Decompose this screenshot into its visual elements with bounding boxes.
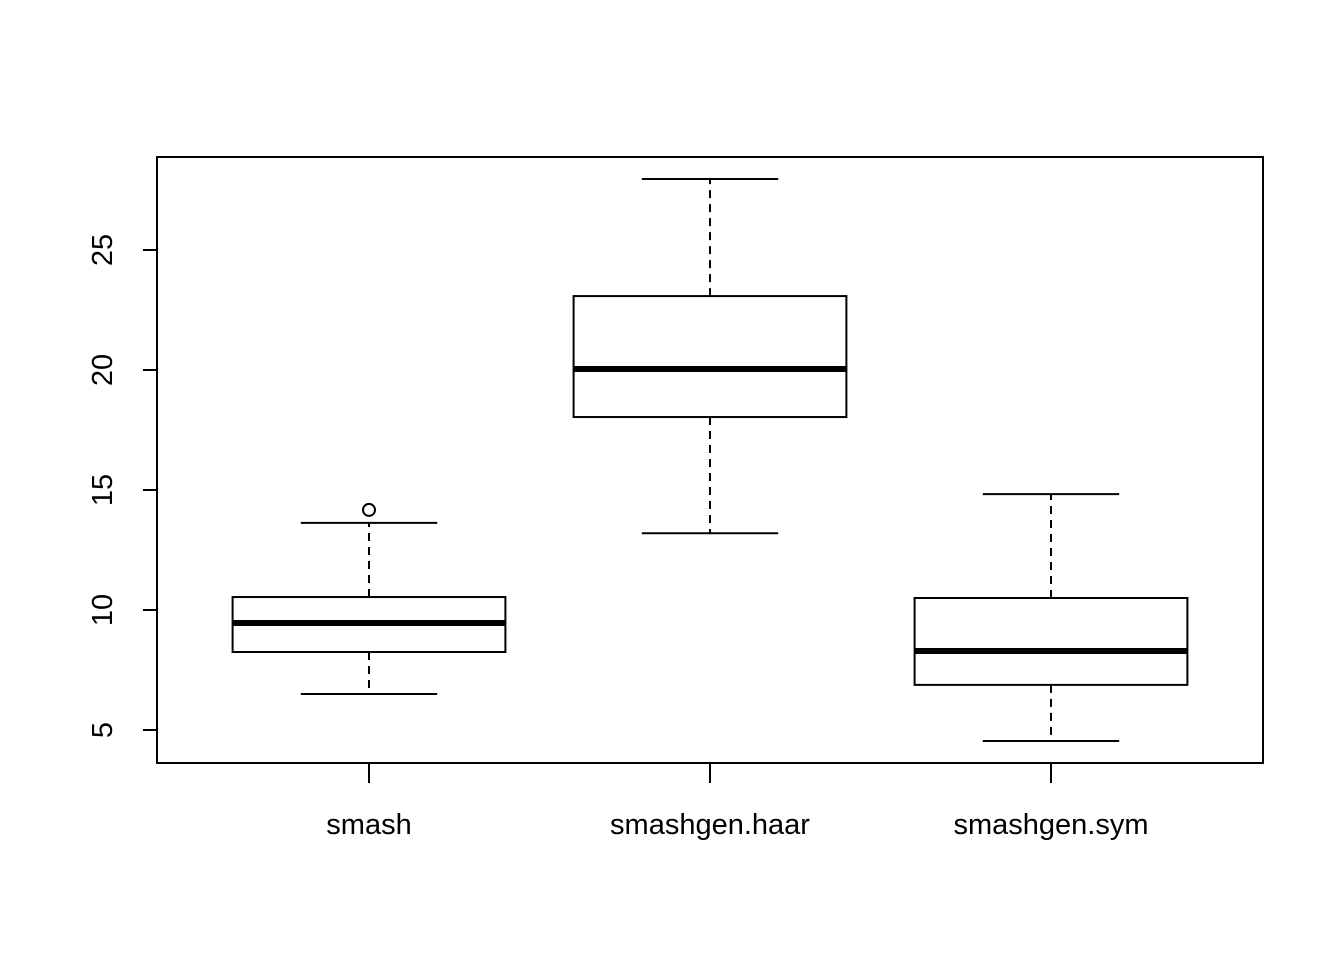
y-tick-label: 5 [87,722,119,738]
x-tick-label: smashgen.sym [953,809,1148,841]
outlier [362,502,376,517]
x-tick-label: smashgen.haar [610,809,810,841]
y-tick-label: 25 [87,234,119,266]
y-tick-label: 10 [87,594,119,626]
x-tick-label: smash [326,809,411,841]
y-tick-label: 20 [87,354,119,386]
y-tick-label: 15 [87,474,119,506]
box [913,597,1189,686]
box [572,295,848,419]
